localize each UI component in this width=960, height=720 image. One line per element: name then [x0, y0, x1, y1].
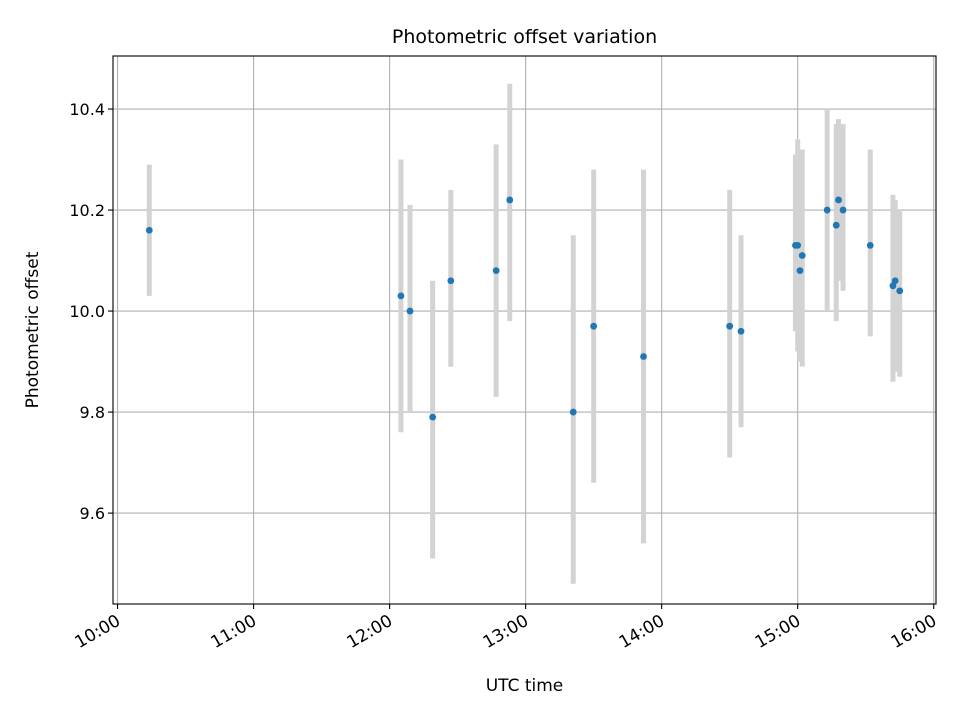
data-point	[896, 287, 904, 295]
data-point	[590, 322, 598, 330]
data-point	[492, 267, 500, 275]
data-point	[145, 226, 153, 234]
y-axis-ticks: 9.6 9.8 10.0 10.2 10.4	[69, 100, 113, 523]
data-point	[891, 277, 899, 285]
data-point	[726, 322, 734, 330]
data-point	[798, 252, 806, 259]
data-point	[737, 327, 745, 335]
data-point	[823, 206, 831, 214]
data-point	[406, 307, 414, 315]
data-point	[832, 221, 840, 229]
data-point	[447, 277, 455, 285]
y-tick-label: 10.4	[69, 100, 105, 119]
data-point	[640, 353, 647, 360]
y-tick-label: 9.8	[80, 403, 105, 422]
y-tick-label: 9.6	[80, 504, 105, 523]
data-point	[506, 196, 514, 204]
data-point	[569, 408, 577, 416]
y-tick-label: 10.0	[69, 302, 105, 321]
data-point	[839, 206, 847, 214]
x-axis-label: UTC time	[486, 676, 564, 696]
plot-frame	[112, 55, 937, 605]
data-point	[796, 267, 804, 275]
data-point	[835, 196, 842, 204]
data-point	[429, 413, 437, 421]
y-tick-label: 10.2	[69, 201, 105, 220]
y-axis-label: Photometric offset	[23, 251, 43, 408]
data-point	[397, 292, 405, 300]
data-point	[794, 242, 802, 249]
data-points	[145, 196, 904, 421]
data-point	[866, 242, 874, 249]
chart-title: Photometric offset variation	[392, 26, 657, 48]
